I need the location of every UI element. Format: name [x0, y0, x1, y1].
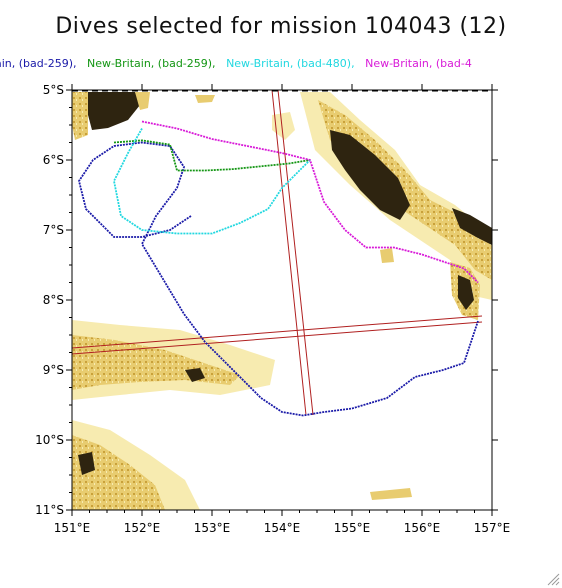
y-tick-label: 6°S — [43, 153, 64, 167]
x-tick-label: 155°E — [334, 521, 371, 535]
reef-top-center — [195, 95, 215, 103]
y-tick-label: 9°S — [43, 363, 64, 377]
x-tick-label: 154°E — [264, 521, 301, 535]
axis-tick-labels: 151°E 152°E 153°E 154°E 155°E 156°E 157°E 5°S 6°… — [35, 83, 510, 535]
legend-entry-3: New-Britain, (bad-480), — [226, 57, 355, 70]
dive-track-2 — [113, 139, 311, 172]
map-title: Dives selected for mission 104043 (12) — [55, 14, 507, 39]
axis-ticks — [66, 84, 498, 516]
resize-grip-icon[interactable] — [546, 572, 560, 586]
land-south-fleck — [185, 368, 205, 382]
x-tick-label: 153°E — [194, 521, 231, 535]
land-south-bottom — [78, 452, 95, 475]
x-tick-label: 151°E — [54, 521, 91, 535]
dive-track-3 — [113, 128, 311, 235]
y-tick-label: 11°S — [35, 503, 64, 517]
dive-track-4 — [141, 120, 479, 284]
shelf-top-left-edge — [135, 92, 150, 110]
reef-south-right — [370, 488, 412, 500]
land-top-left — [88, 92, 140, 130]
shelf-new-britain-mid — [318, 100, 492, 280]
legend-entry-4: New-Britain, (bad-4 — [365, 57, 472, 70]
reef-right-small — [380, 248, 394, 263]
legend-entry-1: New-Britain, (bad-259), — [0, 57, 77, 70]
reef-center — [272, 112, 295, 140]
legend-entry-2: New-Britain, (bad-259), — [87, 57, 216, 70]
x-tick-label: 157°E — [474, 521, 511, 535]
y-tick-label: 10°S — [35, 433, 64, 447]
dive-tracks — [78, 120, 479, 417]
shelf-top-left — [72, 92, 88, 140]
bathymetry-layer — [72, 90, 492, 510]
land-new-britain-east — [452, 208, 492, 245]
shelf-south-bottom-speckle — [72, 435, 165, 510]
land-new-britain — [330, 130, 410, 220]
x-tick-label: 152°E — [124, 521, 161, 535]
dive-track-1 — [78, 141, 479, 417]
y-tick-label: 7°S — [43, 223, 64, 237]
legend: New-Britain, (bad-259), New-Britain, (ba… — [0, 57, 562, 73]
y-tick-label: 8°S — [43, 293, 64, 307]
x-tick-label: 156°E — [404, 521, 441, 535]
survey-corridor — [72, 90, 483, 416]
y-tick-label: 5°S — [43, 83, 64, 97]
land-east-tip — [458, 275, 474, 310]
